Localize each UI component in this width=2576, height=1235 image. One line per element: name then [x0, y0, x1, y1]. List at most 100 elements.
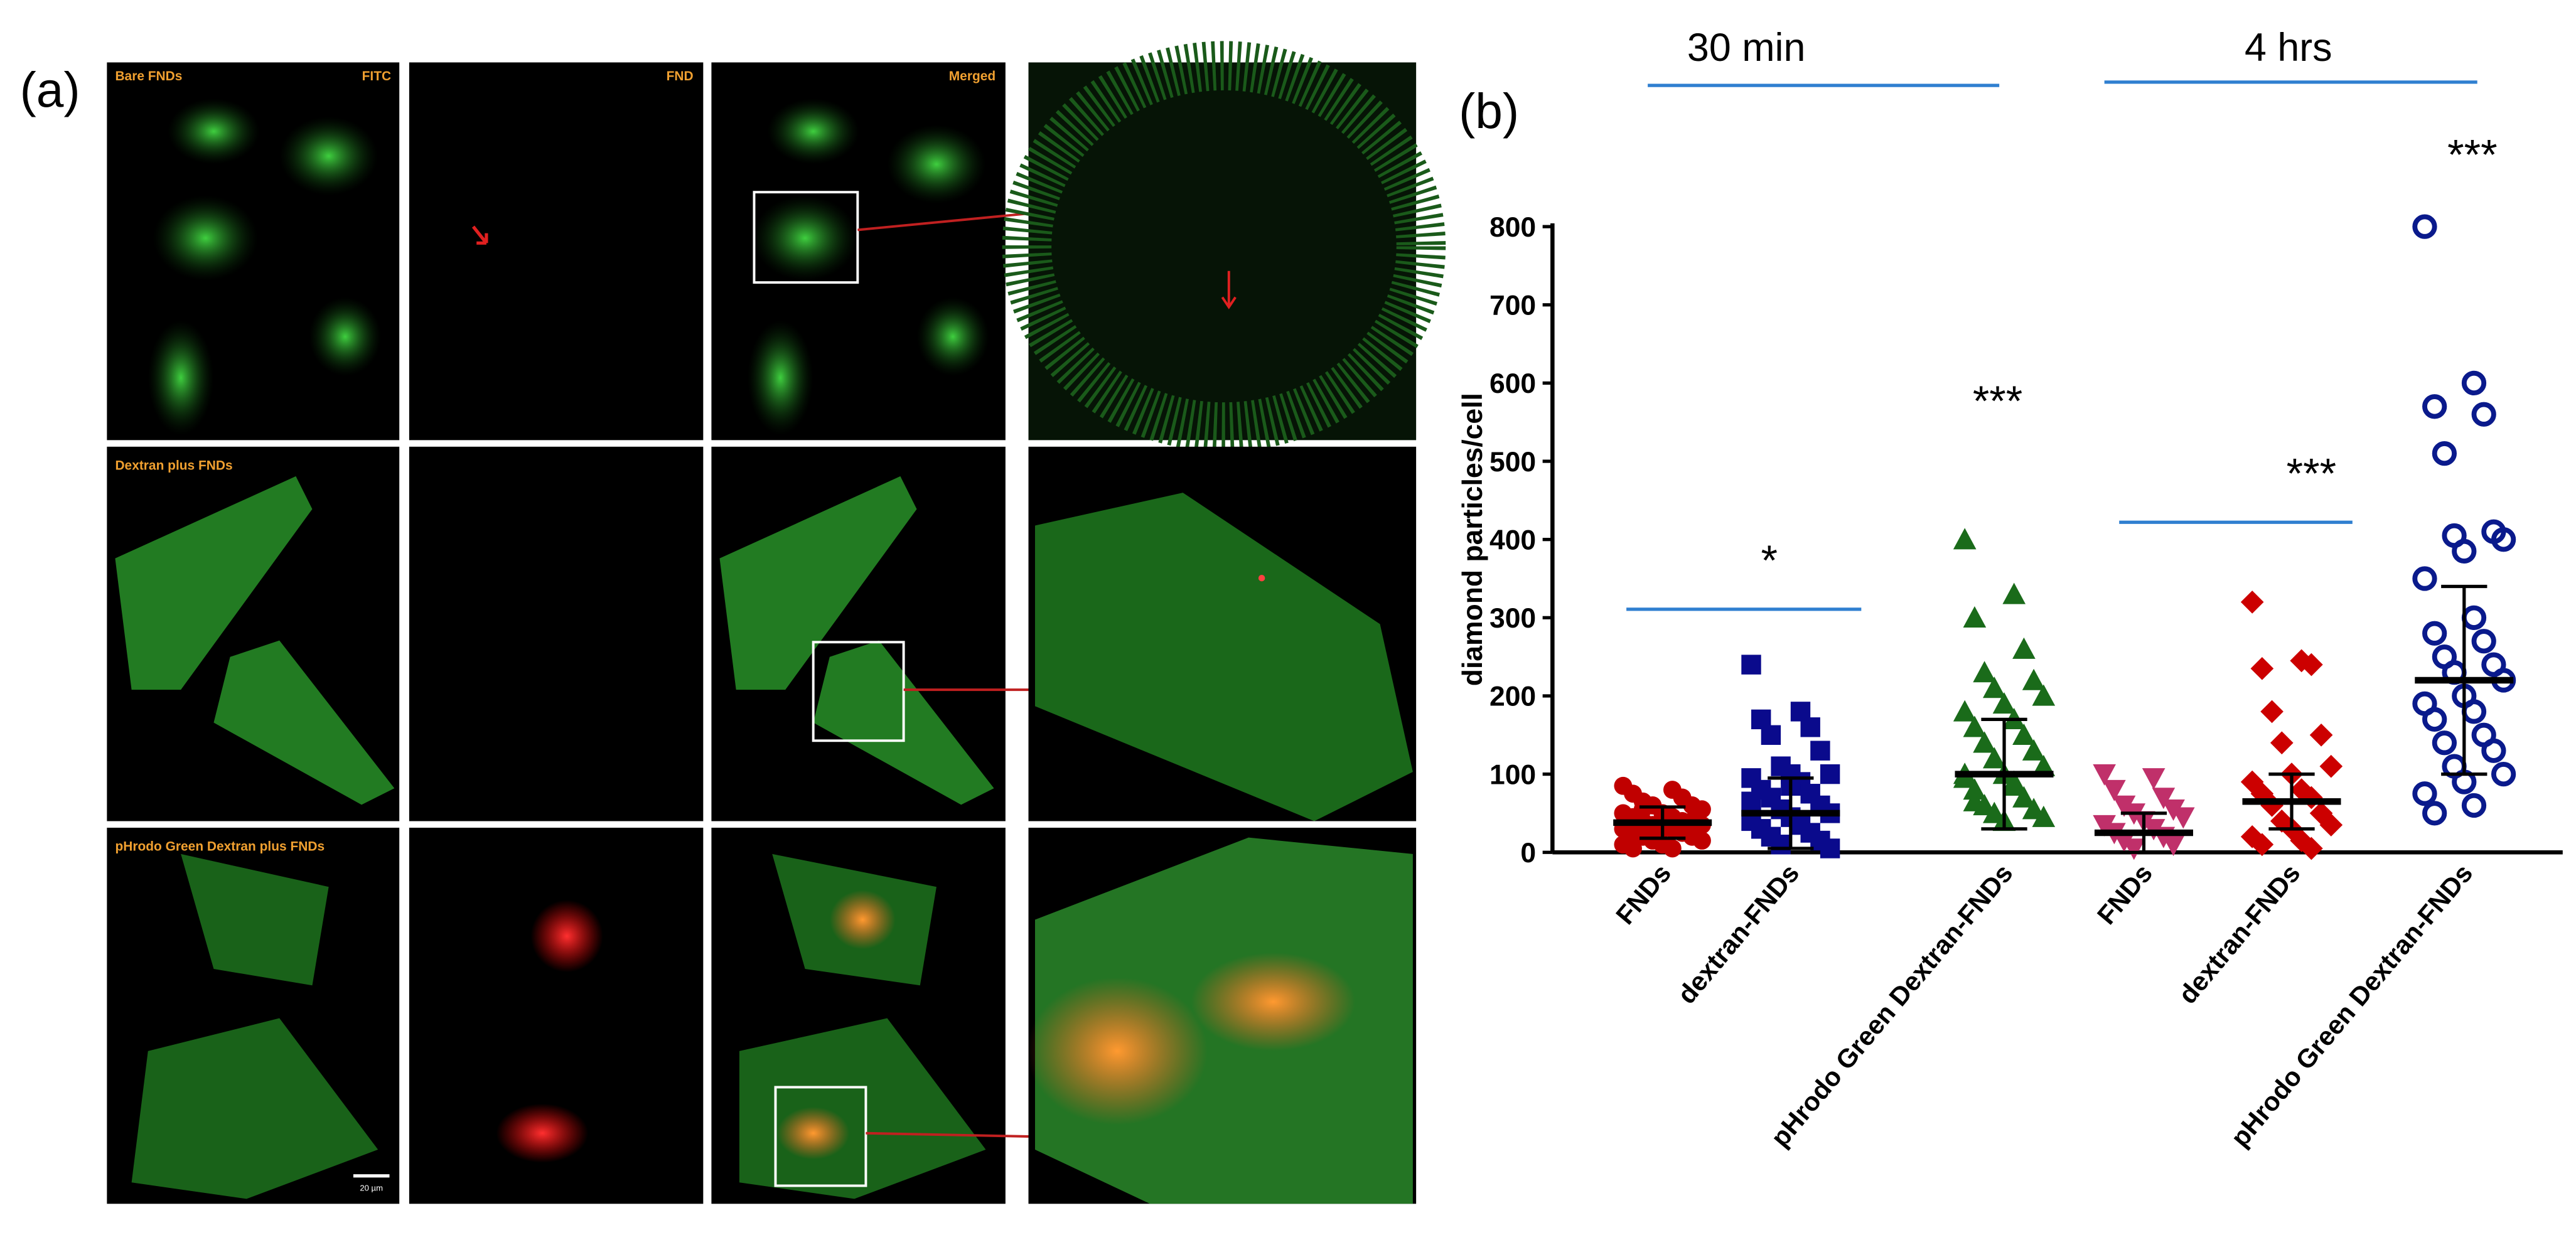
cell — [279, 116, 378, 196]
particles — [1191, 952, 1356, 1051]
point — [1973, 661, 1996, 683]
particles — [530, 900, 603, 973]
point — [2461, 605, 2487, 630]
point — [2103, 779, 2126, 801]
point — [2300, 653, 2323, 676]
point — [1953, 700, 1977, 722]
scale-label: 20 µm — [360, 1183, 383, 1192]
row-label: Dextran plus FNDs — [115, 458, 232, 473]
point — [2032, 805, 2056, 827]
point — [2270, 731, 2294, 755]
x-tick-label: dextran-FNDs — [2172, 858, 2305, 1009]
cell — [213, 640, 395, 805]
point — [1741, 655, 1761, 675]
point — [2412, 781, 2437, 806]
arrow — [471, 225, 488, 245]
point — [2481, 738, 2506, 763]
cell — [748, 320, 813, 436]
y-tick-label: 700 — [1489, 290, 1536, 321]
panel-label: (a) — [20, 62, 80, 117]
cell — [767, 99, 859, 164]
point — [2422, 707, 2447, 732]
point — [1761, 725, 1781, 745]
point — [1820, 838, 1840, 858]
point — [1983, 747, 2006, 769]
cell — [1034, 493, 1413, 821]
point — [2032, 684, 2056, 706]
point — [1963, 715, 1987, 737]
particle — [1258, 574, 1265, 582]
point — [1741, 791, 1761, 811]
x-tick-label: FNDs — [1610, 858, 1677, 930]
cell — [168, 99, 260, 164]
x-tick-label: FNDs — [2091, 858, 2158, 930]
row-label: pHrodo Green Dextran plus FNDs — [115, 840, 325, 854]
point — [2012, 786, 2036, 808]
point — [2250, 833, 2274, 857]
image — [409, 62, 704, 441]
annotation: 4 hrs — [2245, 26, 2332, 70]
point — [2452, 538, 2477, 564]
point — [1973, 731, 1996, 753]
panel-label: (b) — [1459, 83, 1519, 139]
point — [2422, 394, 2447, 419]
cell — [916, 297, 989, 377]
column-label: FITC — [362, 69, 391, 83]
zoom-box — [774, 1086, 867, 1187]
scale-bar — [353, 1174, 390, 1178]
image — [409, 446, 704, 821]
cell — [148, 320, 214, 436]
point — [2240, 591, 2264, 614]
point — [1992, 692, 2016, 714]
y-tick-label: 100 — [1489, 759, 1536, 790]
point — [2309, 723, 2333, 747]
point — [2491, 527, 2516, 552]
column-label: Merged — [949, 69, 996, 83]
column-label: FND — [667, 69, 694, 83]
point — [1633, 800, 1652, 819]
point — [1963, 789, 1987, 811]
point — [1771, 835, 1791, 855]
point — [2461, 793, 2487, 818]
micrographs: 20 µm Bare FNDs Dextran plus FNDs pHrodo… — [107, 41, 1446, 1204]
point — [2300, 837, 2323, 860]
particles — [777, 1106, 850, 1160]
point — [1810, 740, 1830, 761]
y-tick-label: 500 — [1489, 447, 1536, 478]
point — [2012, 637, 2036, 659]
zoom-line — [866, 1131, 1029, 1138]
point — [1800, 717, 1820, 737]
point — [2260, 794, 2284, 817]
y-tick-label: 200 — [1489, 682, 1536, 712]
y-tick-label: 400 — [1489, 525, 1536, 555]
point — [1673, 788, 1692, 807]
point — [2461, 370, 2487, 396]
particles — [829, 890, 896, 949]
annotation: *** — [2287, 449, 2336, 497]
point — [2260, 700, 2284, 724]
cell — [752, 195, 858, 281]
point — [2142, 768, 2165, 790]
point — [2471, 629, 2496, 654]
annotation: * — [1761, 537, 1778, 584]
cell — [309, 297, 382, 377]
x-tick-label: pHrodo Green Dextran-FNDs — [1765, 858, 2019, 1153]
point — [2122, 838, 2146, 860]
point — [2171, 807, 2195, 829]
point — [2432, 730, 2457, 756]
point — [1983, 676, 2006, 698]
particles — [1026, 977, 1208, 1125]
point — [2422, 621, 2447, 646]
zoom-box — [753, 191, 859, 284]
point — [1963, 778, 1987, 800]
cell — [719, 476, 917, 690]
annotation: *** — [2447, 131, 2497, 179]
point — [2250, 657, 2274, 680]
point — [2093, 764, 2116, 786]
point — [2412, 214, 2437, 239]
cell — [181, 853, 329, 986]
point — [2162, 835, 2185, 857]
point — [2032, 754, 2056, 776]
